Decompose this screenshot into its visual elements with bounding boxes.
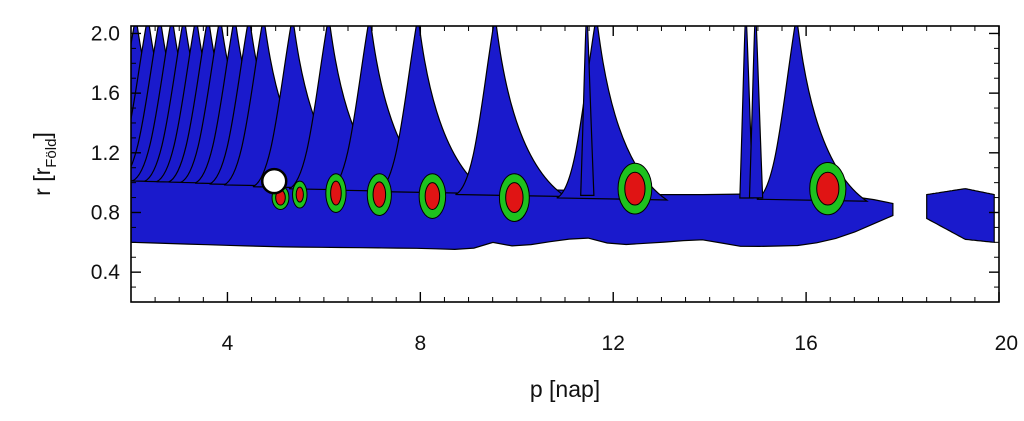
x-axis-title: p [nap]: [530, 376, 600, 402]
core-red-5: [424, 182, 441, 211]
y-axis-title-sub: Föld: [43, 139, 60, 168]
y-tick-label-0.8: 0.8: [91, 201, 120, 224]
core-red-7: [624, 171, 646, 206]
x-tick-label-16: 16: [794, 332, 817, 355]
y-tick-labels: 0.4 0.8 1.2 1.6 2.0: [91, 22, 121, 284]
spike-2: [739, 26, 754, 199]
tick-marks: [131, 26, 1000, 302]
resonance-peak-16: [455, 26, 568, 198]
x-tick-label-8: 8: [414, 332, 426, 355]
y-tick-label-2.0: 2.0: [91, 22, 120, 45]
x-tick-labels: 4 8 12 16 20: [222, 332, 1018, 355]
marker-layer: [260, 167, 288, 195]
spike-1: [580, 26, 595, 196]
core-red-2: [295, 186, 304, 203]
marker-circle: [260, 167, 288, 195]
x-tick-label-20: 20: [995, 332, 1018, 355]
y-tick-label-0.4: 0.4: [91, 261, 121, 284]
core-red-8: [816, 171, 840, 206]
x-tick-label-12: 12: [602, 332, 625, 355]
contour-layer: [131, 26, 995, 251]
x-tick-label-4: 4: [222, 332, 234, 355]
y-tick-label-1.6: 1.6: [91, 82, 120, 105]
y-axis-title-main: r [r: [29, 167, 55, 195]
resonance-peak-15: [378, 26, 491, 195]
core-red-3: [330, 180, 342, 206]
core-red-4: [372, 181, 387, 208]
y-axis-title-close: ]: [29, 132, 55, 138]
y-axis-title: r [rFöld]: [29, 132, 60, 196]
spike-3: [748, 26, 764, 199]
core-red-6: [505, 182, 524, 213]
y-tick-label-1.2: 1.2: [91, 142, 120, 165]
